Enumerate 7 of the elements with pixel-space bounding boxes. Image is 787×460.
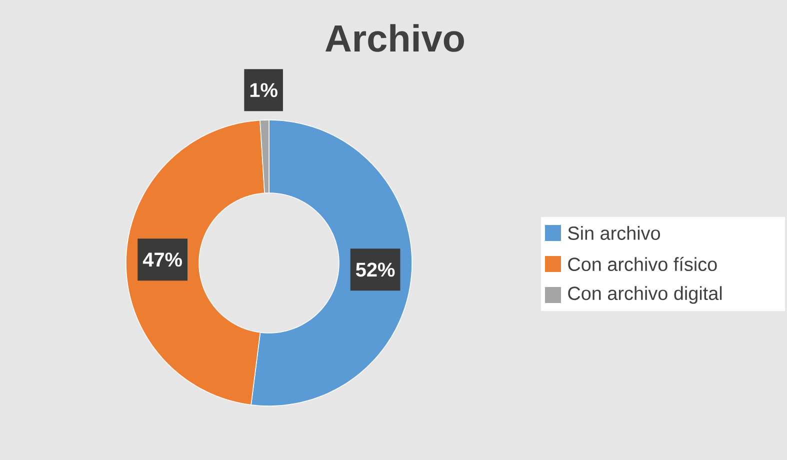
data-label: 1% [250, 83, 278, 98]
data-label: 52% [356, 262, 395, 277]
chart-title: Archivo [325, 24, 464, 52]
data-label: 47% [142, 252, 182, 267]
legend-label: Con archivo digital [568, 286, 722, 304]
legend-label: Con archivo físico [568, 256, 717, 272]
legend-label: Sin archivo [568, 226, 660, 240]
